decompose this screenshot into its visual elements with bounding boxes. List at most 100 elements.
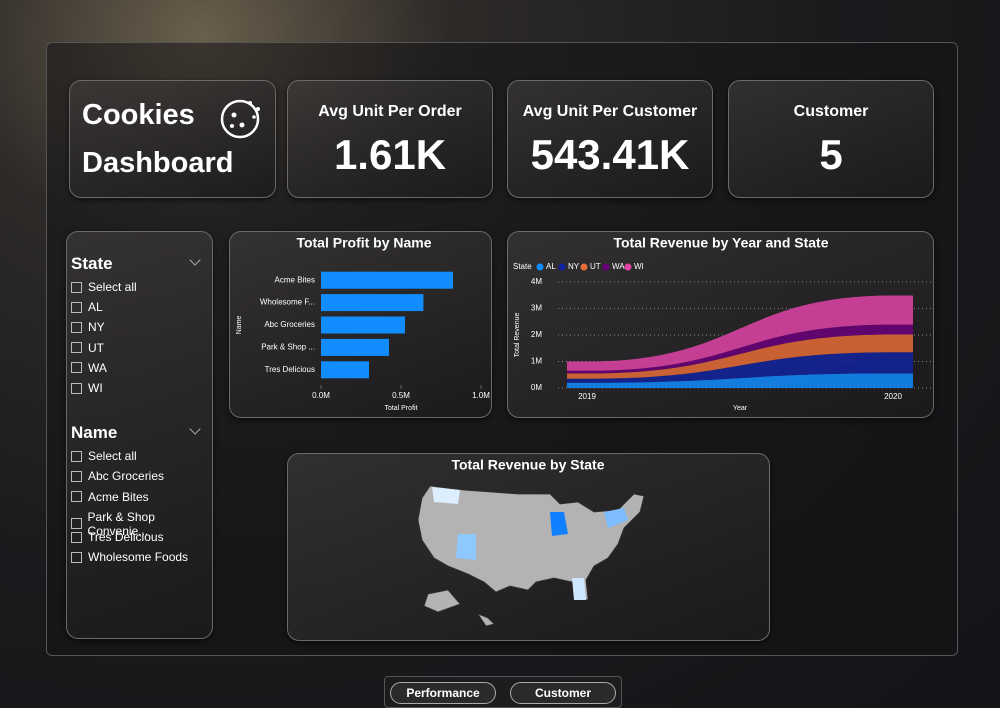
dropdown-icon[interactable] [189,423,201,435]
kpi-value: 1.61K [333,131,447,178]
slicer-item-label: Wholesome Foods [88,550,189,565]
checkbox[interactable] [71,321,82,333]
map-title: Total Revenue by State [451,457,604,473]
kpi-label: Customer [793,103,869,120]
slicer-item[interactable]: AL [71,300,103,314]
legend-marker [558,263,566,271]
y-tick-label: Acme Bites [275,275,315,284]
legend-marker [602,263,610,271]
x-tick-label: 2019 [578,392,596,401]
legend-label: UT [590,262,601,271]
y-tick-label: Wholesome F... [260,298,315,307]
y-tick-label: 1M [531,357,542,366]
legend-label: WI [634,262,644,271]
x-tick-label: 1.0M [472,391,490,400]
slicer-item[interactable]: Acme Bites [71,490,149,504]
y-tick-label: Park & Shop ... [261,343,315,352]
slicer-item[interactable]: UT [71,341,104,355]
bar [321,271,453,289]
checkbox[interactable] [71,551,82,563]
map: Total Revenue by State [417,457,645,627]
x-tick-label: 0.0M [312,391,330,400]
bar [321,361,369,379]
slicer-item-label: Select all [88,449,137,464]
title-line: Dashboard [82,147,234,179]
x-axis-title: Total Profit [384,405,417,412]
y-tick-label: 4M [531,277,542,286]
slicer-item[interactable]: Tres Delicious [71,530,164,544]
legend-marker [624,263,632,271]
kpi-card: Avg Unit Per Order 1.61K [287,80,493,198]
checkbox[interactable] [71,518,82,530]
bar [321,316,405,334]
legend-label: AL [546,262,556,271]
slicer-panel: State Select all AL NY UT WA WI Name Select all A… [66,231,213,639]
slicer-item[interactable]: Select all [71,449,137,463]
cookie-icon [220,99,260,139]
nav-bar: Performance Customer [384,676,622,708]
x-tick-label: 2020 [884,392,902,401]
nav-button[interactable]: Performance [390,682,496,704]
checkbox[interactable] [71,531,82,543]
slicer-item-label: WA [88,360,107,375]
checkbox[interactable] [71,301,82,313]
slicer-item-label: Park & Shop Convenie... [87,509,155,538]
slicer-item[interactable]: WI [71,381,103,395]
slicer-item[interactable]: Abc Groceries [71,469,164,483]
kpi-value: 543.41K [530,131,690,178]
bar [321,338,389,356]
area [567,334,913,379]
state-ny [604,508,628,528]
kpi-card: Customer 5 [728,80,934,198]
slicer-item[interactable]: NY [71,320,105,334]
us-map [417,485,645,601]
checkbox[interactable] [71,382,82,394]
legend-label: NY [568,262,580,271]
checkbox[interactable] [71,491,82,503]
checkbox[interactable] [71,362,82,374]
alaska [423,589,461,613]
chart-card: Total Revenue by Year and State State AL NY… [507,231,934,418]
slicer-item[interactable]: WA [71,361,107,375]
legend-label: WA [612,262,625,271]
legend-marker [580,263,588,271]
slicer-item-label: AL [88,300,103,315]
area [567,352,913,383]
slicer-item-label: WI [88,381,103,395]
x-tick-label: 0.5M [392,391,410,400]
slicer-title: Name [71,423,118,443]
slicer-title: State [71,254,113,273]
y-tick-label: 0M [531,383,542,392]
nav-button[interactable]: Customer [510,682,616,704]
area-chart: Total Revenue by Year and State State AL NY… [513,235,933,412]
checkbox[interactable] [71,450,82,462]
y-tick-label: Tres Delicious [265,365,315,374]
state-wa [432,487,460,504]
title-line: Cookies [82,99,195,131]
title-card: Cookies Dashboard [69,80,276,198]
state-al [572,578,586,600]
slicer-item-label: Abc Groceries [88,469,165,484]
y-tick-label: 3M [531,304,542,313]
chart-card: Total Profit by Name 0.0M 0.5M 1.0M Total Pr… [229,231,492,418]
dropdown-icon[interactable] [189,254,201,266]
kpi-label: Avg Unit Per Order [318,103,462,120]
bar [321,294,424,312]
y-axis-title: Total Revenue [514,313,521,358]
chart-title: Total Profit by Name [296,235,431,251]
slicer-item[interactable]: Park & Shop Convenie... [71,510,212,538]
legend-title: State [513,262,532,271]
slicer-item-label: Tres Delicious [88,530,164,544]
checkbox[interactable] [71,281,82,293]
hawaii [476,613,495,627]
slicer-item-label: Select all [88,280,137,294]
slicer-item[interactable]: Select all [71,280,137,294]
area [567,373,913,388]
y-tick-label: Abc Groceries [264,320,315,329]
slicer-item-label: UT [88,340,104,355]
checkbox[interactable] [71,470,82,482]
slicer-item[interactable]: Wholesome Foods [71,550,188,564]
checkbox[interactable] [71,342,82,354]
